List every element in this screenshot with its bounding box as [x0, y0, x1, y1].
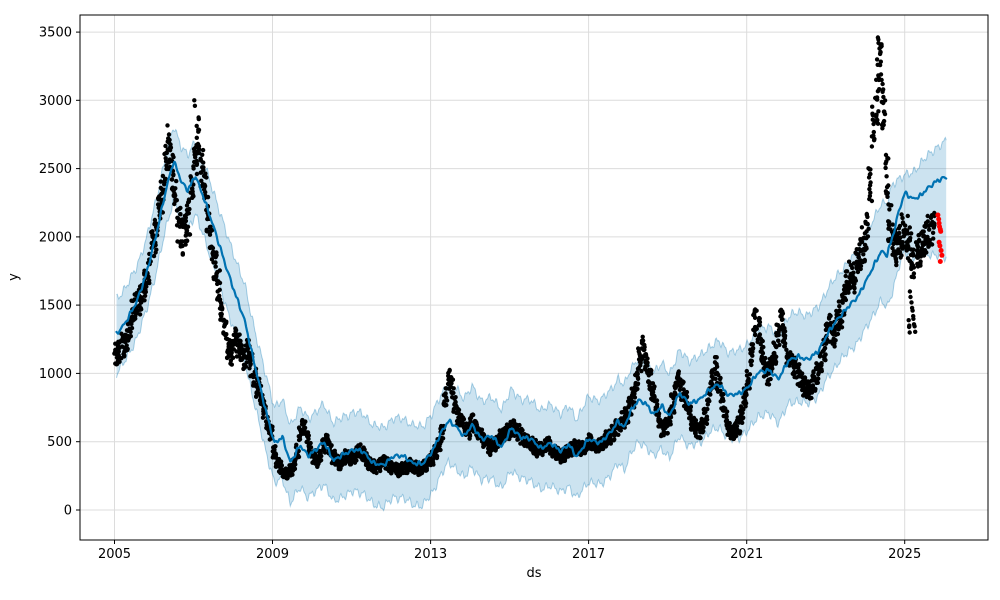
y-tick-label: 3500 [39, 26, 72, 41]
x-tick-label: 2009 [256, 547, 289, 562]
forecast-line [115, 160, 948, 467]
y-tick-label: 0 [64, 504, 72, 519]
axes-spines [79, 14, 989, 541]
y-tick-label: 500 [47, 435, 72, 450]
grid [80, 15, 988, 540]
y-tick-label: 2500 [39, 162, 72, 177]
y-tick-label: 1500 [39, 299, 72, 314]
observed-points [112, 35, 937, 481]
uncertainty-band [116, 128, 947, 512]
x-tick-label: 2013 [414, 547, 447, 562]
x-axis-label: ds [526, 566, 542, 581]
y-tick-label: 2000 [39, 230, 72, 245]
x-tick-label: 2025 [888, 547, 921, 562]
x-tick-label: 2005 [98, 547, 131, 562]
tick-labels: 2005 2009 2013 2017 2021 2025 0 500 1000 1500 2000… [39, 26, 921, 562]
x-tick-label: 2017 [572, 547, 605, 562]
y-axis-label: y [6, 273, 22, 281]
x-tick-label: 2021 [730, 547, 763, 562]
y-tick-label: 1000 [39, 367, 72, 382]
y-tick-label: 3000 [39, 94, 72, 109]
anomaly-points [935, 212, 945, 264]
